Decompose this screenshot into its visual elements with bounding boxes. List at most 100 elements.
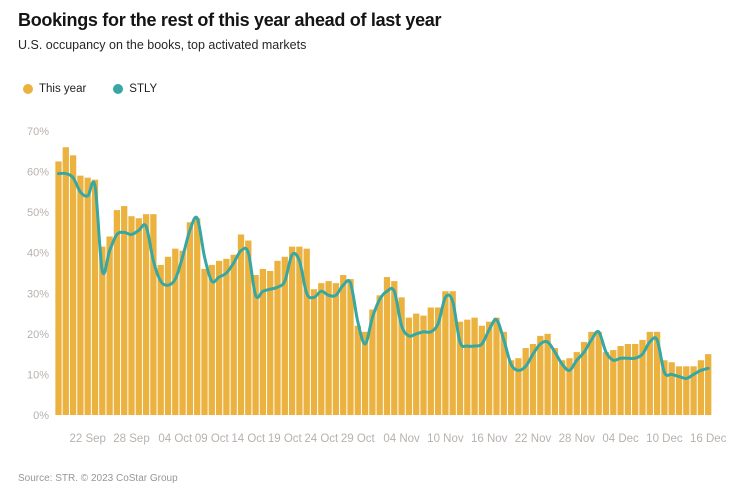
bar [215,260,223,415]
bar [398,297,405,415]
legend-label-stly: STLY [129,83,158,95]
bar [106,236,113,415]
y-tick-label: 0% [33,410,49,422]
bar [245,240,252,415]
bar [573,352,580,415]
x-tick-label: 28 Nov [559,433,596,445]
bar [646,331,653,415]
bar [84,177,91,415]
bar [449,291,456,415]
bar [559,360,566,415]
bar [537,335,544,415]
x-tick-label: 22 Sep [69,433,105,445]
bar [179,250,186,415]
bar [281,256,288,415]
bar [391,281,398,415]
bar [230,254,237,415]
legend-item-this-year: This year [23,83,86,95]
bar [529,344,537,415]
bar [62,147,69,416]
bar [464,319,471,415]
x-tick-label: 28 Sep [113,433,149,445]
bar [602,352,610,415]
bar [544,333,551,415]
stly-swatch-icon [113,84,124,94]
bar [617,346,624,415]
bar [427,307,434,415]
bar [186,222,194,415]
x-tick-label: 09 Oct [195,433,230,445]
bar [376,295,383,415]
x-tick-label: 04 Oct [158,433,193,445]
bar [99,246,106,415]
bar [237,234,245,415]
bar [55,161,62,415]
bar [172,248,179,415]
bar [369,309,376,415]
bar [515,358,522,415]
bar [194,218,201,415]
bar [121,206,128,415]
chart-legend: This year STLY [23,83,157,95]
bar [208,264,215,415]
x-tick-label: 24 Oct [304,433,339,445]
bar [595,331,602,415]
y-tick-label: 20% [27,329,49,341]
y-tick-label: 60% [27,167,49,179]
y-tick-label: 30% [27,288,49,300]
y-tick-label: 70% [27,126,49,138]
bar [91,179,99,415]
bar [610,350,617,415]
bar [683,366,690,415]
bar [471,317,478,415]
bar [69,155,77,415]
bar [259,268,267,415]
bar [405,317,413,415]
bar [164,256,172,415]
bar [507,360,515,415]
x-tick-label: 04 Nov [383,433,420,445]
bar [653,331,661,415]
bar [288,246,296,415]
x-tick-label: 10 Nov [427,433,464,445]
bar [624,344,632,415]
bar [150,214,157,415]
bar [267,270,274,415]
x-axis-labels: 22 Sep 28 Sep 04 Oct 09 Oct 14 Oct 19 Oct 24 O… [69,433,726,445]
source-note: Source: STR. © 2023 CoStar Group [18,473,178,484]
legend-label-this-year: This year [39,83,87,95]
bar [223,258,230,415]
x-tick-label: 19 Oct [268,433,303,445]
y-tick-label: 50% [27,207,49,219]
chart-subtitle: U.S. occupancy on the books, top activat… [18,38,307,52]
bar [442,291,449,415]
bar [486,321,493,415]
bar [420,315,427,415]
bar [668,362,675,415]
bar [332,283,340,415]
bar [252,275,259,415]
bar [354,325,361,415]
x-tick-label: 22 Nov [515,433,552,445]
legend-item-stly: STLY [113,83,157,95]
x-tick-label: 29 Oct [341,433,376,445]
bar [340,275,347,415]
bar [361,331,369,415]
bar [705,354,712,415]
bar [551,348,559,415]
bar [303,248,310,415]
x-tick-label: 10 Dec [646,433,683,445]
bar [661,360,668,415]
bar [201,268,208,415]
y-axis-labels: 0% 10% 20% 30% 40% 50% 60% 70% [27,126,49,422]
bar [135,218,142,415]
bar [325,281,332,415]
bar [580,341,588,415]
bar [500,331,507,415]
bar [566,358,573,415]
this-year-bars [55,147,712,416]
bar [697,360,705,415]
bar [113,210,121,415]
bar [142,214,150,415]
